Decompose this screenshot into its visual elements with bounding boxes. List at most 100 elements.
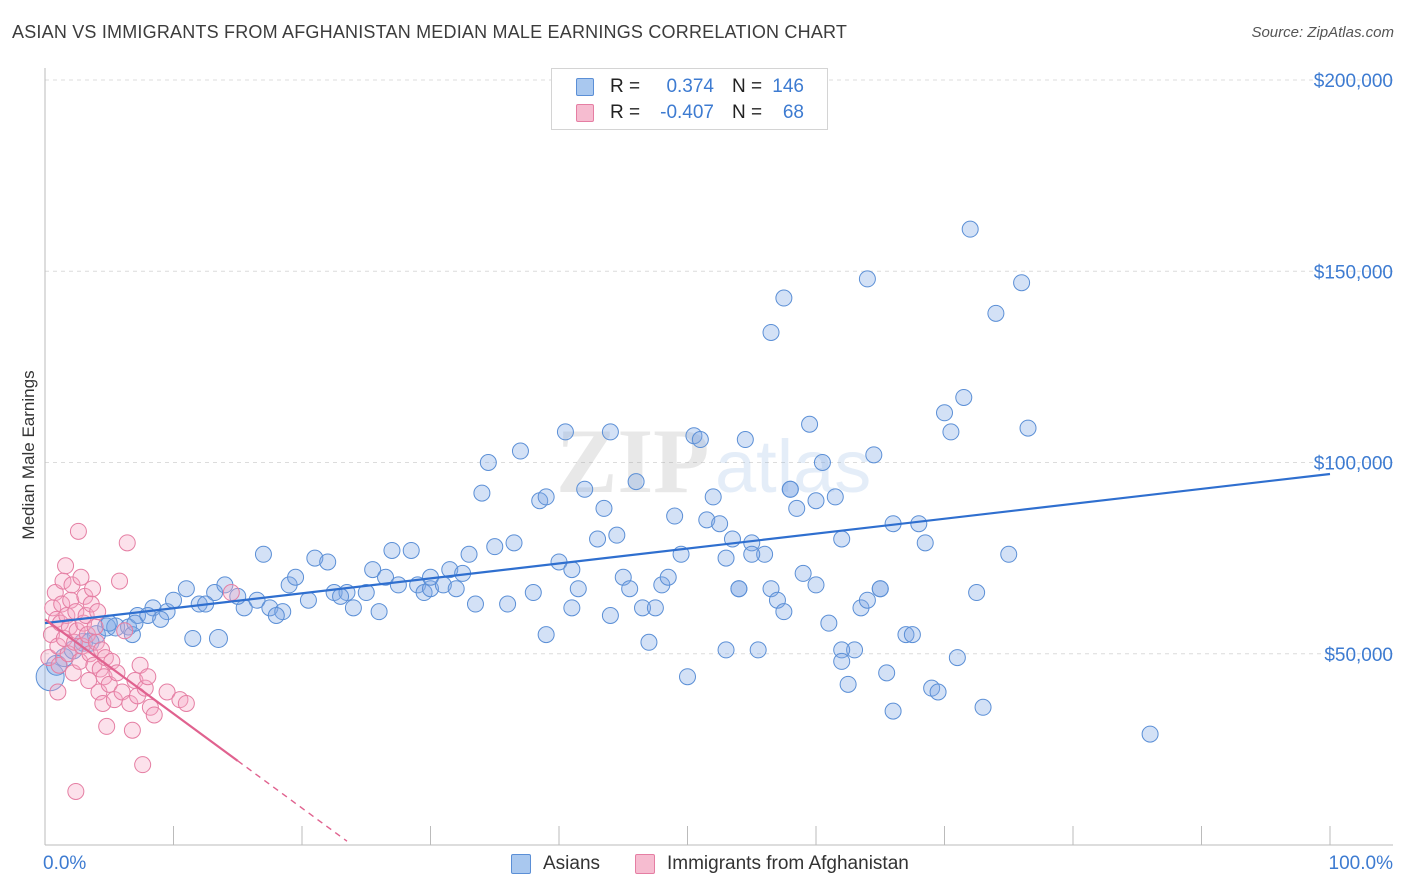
asians-point [621,580,639,598]
asians-point [595,499,613,517]
asians-point [569,580,587,598]
asians-point [775,603,793,621]
afghanistan-point [86,618,104,636]
asians-point [460,545,478,563]
asians-point [537,626,555,644]
asians-point [942,423,960,441]
chart-title: ASIAN VS IMMIGRANTS FROM AFGHANISTAN MED… [12,22,848,42]
afghanistan-point [50,656,68,674]
asians-point [1000,545,1018,563]
gridlines [45,79,1393,655]
n-value: 146 [772,76,804,97]
asians-point [974,698,992,716]
axes [44,68,1393,846]
r-label: R = [610,102,641,123]
asians-point [177,580,195,598]
asians-point [717,641,735,659]
legend-row-asians: R = 0.374 N = 146 [552,74,827,100]
asians-point [801,415,819,433]
asians-point [287,568,305,586]
asians-point [916,534,934,552]
asians-point [511,442,529,460]
asians-point [936,404,953,422]
asians-point [813,454,831,471]
asians-point [807,492,825,510]
afghanistan-point [72,568,90,586]
asians-point [865,446,883,464]
asians-point [563,599,581,617]
afghanistan-point [67,782,85,800]
asians-point [646,599,664,617]
asians-point [537,488,555,506]
afghanistan-trend-line [44,618,239,762]
asians-point [601,607,619,624]
r-value: -0.407 [660,102,714,123]
asians-point [756,545,774,563]
x-tick-label: 100.0% [1329,853,1394,874]
afghanistan-point [84,580,102,598]
asians-point [871,580,889,598]
afghanistan-point [69,522,87,540]
asians-trend-line [44,472,1331,625]
afghanistan-points [40,522,240,800]
asians-point [473,484,491,502]
asians-point [910,515,928,533]
asians-point [466,595,484,613]
asians-point [184,629,202,647]
asians-point [524,584,542,602]
asians-point [576,480,594,498]
asians-point [833,652,851,670]
asians-point [486,538,504,556]
asians-point [441,561,459,579]
afghanistan-point [134,756,152,774]
asians-point [903,626,921,644]
asians-point [627,473,645,491]
asians-point [884,702,902,720]
legend-label-asians: Asians [543,853,601,874]
asians-point [788,499,806,517]
asians-point [319,553,337,571]
x-tick-labels: 0.0% 100.0% [43,853,1393,874]
asians-point [833,530,851,548]
asians-point [402,541,420,559]
asians-point [556,423,574,441]
asians-point [1019,419,1037,437]
asians-point [781,480,799,498]
legend-swatch-afghanistan [576,104,594,122]
asians-point [499,595,517,613]
r-value: 0.374 [666,76,714,97]
afghanistan-point [57,557,75,575]
asians-point [730,580,748,598]
asians-point [679,668,696,686]
asians-point [634,599,652,617]
afghanistan-point [118,534,136,552]
asians-point [858,591,876,609]
asians-point [711,515,729,533]
y-tick-label: $100,000 [1314,454,1393,475]
asians-point [267,607,285,624]
asians-point [955,388,973,406]
asians-point [826,488,844,506]
asians-point [659,568,677,586]
asians-point [589,530,607,548]
asians-point [208,628,228,648]
asians-point [666,507,684,525]
asians-point [1141,725,1159,743]
asians-point [165,591,182,609]
n-value: 68 [782,102,804,123]
asians-point [743,545,761,563]
asians-point [929,683,947,701]
asians-point [563,561,581,579]
afghanistan-point [145,706,163,724]
asians-point [332,587,350,605]
asians-point [299,591,317,609]
afghanistan-point [141,698,159,716]
asians-point [344,599,362,617]
watermark-zip: ZIP [556,410,709,512]
asians-point [377,568,395,586]
asians-point [505,534,523,552]
asians-point [254,545,272,563]
asians-point [987,304,1005,322]
asians-point [897,626,915,644]
asians-point [846,641,864,659]
